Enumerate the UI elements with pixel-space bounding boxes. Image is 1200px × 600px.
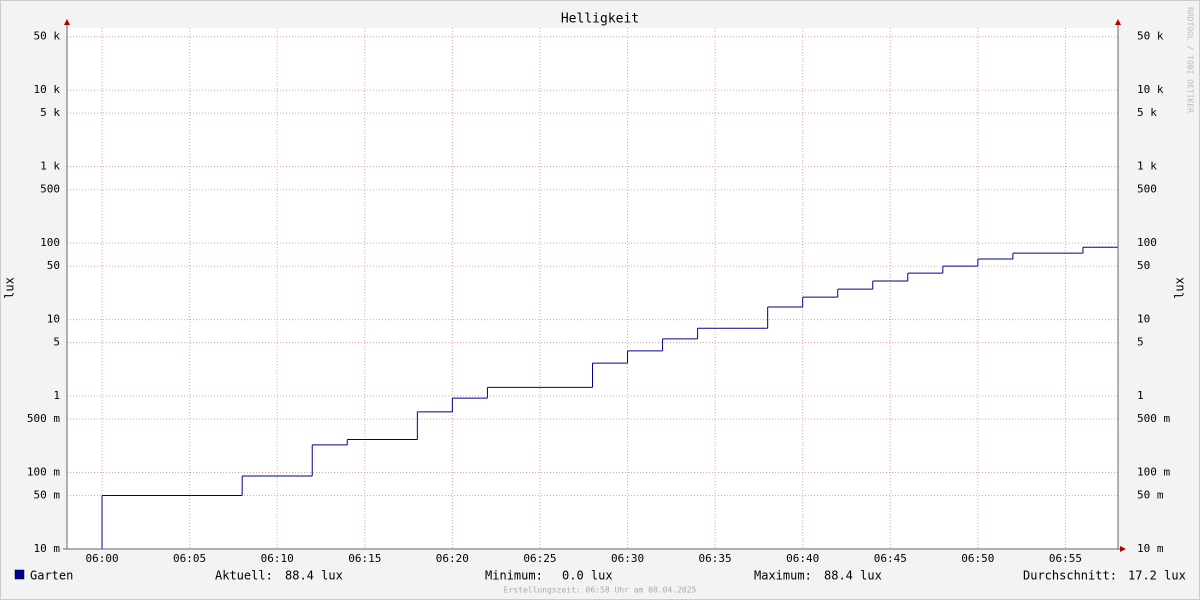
y2-tick-label: 50 [1137,259,1150,272]
x-tick-label: 06:10 [261,552,294,565]
x-tick-label: 06:50 [961,552,994,565]
y-tick-label: 500 m [27,412,60,425]
y-tick-label: 50 [47,259,60,272]
x-tick-label: 06:05 [173,552,206,565]
y-axis-label: lux [3,277,17,299]
x-tick-label: 06:45 [874,552,907,565]
axis-arrow [64,19,70,25]
y-tick-label: 10 k [34,83,61,96]
y2-tick-label: 500 m [1137,412,1170,425]
footer: Erstellungszeit: 06:58 Uhr am 08.04.2025 [504,586,697,595]
y2-tick-label: 10 m [1137,542,1164,555]
x-tick-label: 06:55 [1049,552,1082,565]
chart-title: Helligkeit [561,12,639,27]
y2-tick-label: 10 [1137,313,1150,326]
y-tick-label: 100 [40,236,60,249]
y2-tick-label: 100 m [1137,466,1170,479]
y-tick-label: 500 [40,183,60,196]
y-tick-label: 50 k [34,30,61,43]
stat-value: 88.4 lux [824,569,882,583]
x-tick-label: 06:40 [786,552,819,565]
y2-tick-label: 500 [1137,183,1157,196]
y2-tick-label: 10 k [1137,83,1164,96]
x-tick-label: 06:00 [85,552,118,565]
y2-axis-label: lux [1173,277,1187,299]
y-tick-label: 10 [47,313,60,326]
stat-label: Aktuell: [215,569,273,583]
y2-tick-label: 1 [1137,389,1144,402]
y-tick-label: 100 m [27,466,60,479]
y-tick-label: 1 k [40,160,60,173]
x-tick-label: 06:35 [699,552,732,565]
legend-swatch [14,569,25,580]
y-tick-label: 50 m [34,489,61,502]
stat-value: 88.4 lux [285,569,343,583]
stat-value: 17.2 lux [1128,569,1186,583]
x-tick-label: 06:15 [348,552,381,565]
stat-label: Minimum: [485,569,543,583]
y2-tick-label: 50 k [1137,30,1164,43]
axis-arrow [1115,19,1121,25]
y2-tick-label: 1 k [1137,160,1157,173]
axis-arrow [1120,546,1126,552]
stat-label: Durchschnitt: [1023,569,1117,583]
y2-tick-label: 100 [1137,236,1157,249]
stat-label: Maximum: [754,569,812,583]
y-tick-label: 10 m [34,542,61,555]
legend-label: Garten [30,569,73,583]
x-tick-label: 06:30 [611,552,644,565]
plot-area [67,28,1118,549]
x-tick-label: 06:20 [436,552,469,565]
marks [67,246,1118,550]
x-tick-label: 06:25 [523,552,556,565]
watermark: RRDTOOL / TOBI OETIKER [1186,7,1195,113]
y-tick-label: 5 k [40,106,60,119]
y2-tick-label: 5 [1137,336,1144,349]
y2-tick-label: 5 k [1137,106,1157,119]
y-tick-label: 5 [53,336,60,349]
y2-tick-label: 50 m [1137,489,1164,502]
stat-value: 0.0 lux [562,569,613,583]
y-tick-label: 1 [53,389,60,402]
